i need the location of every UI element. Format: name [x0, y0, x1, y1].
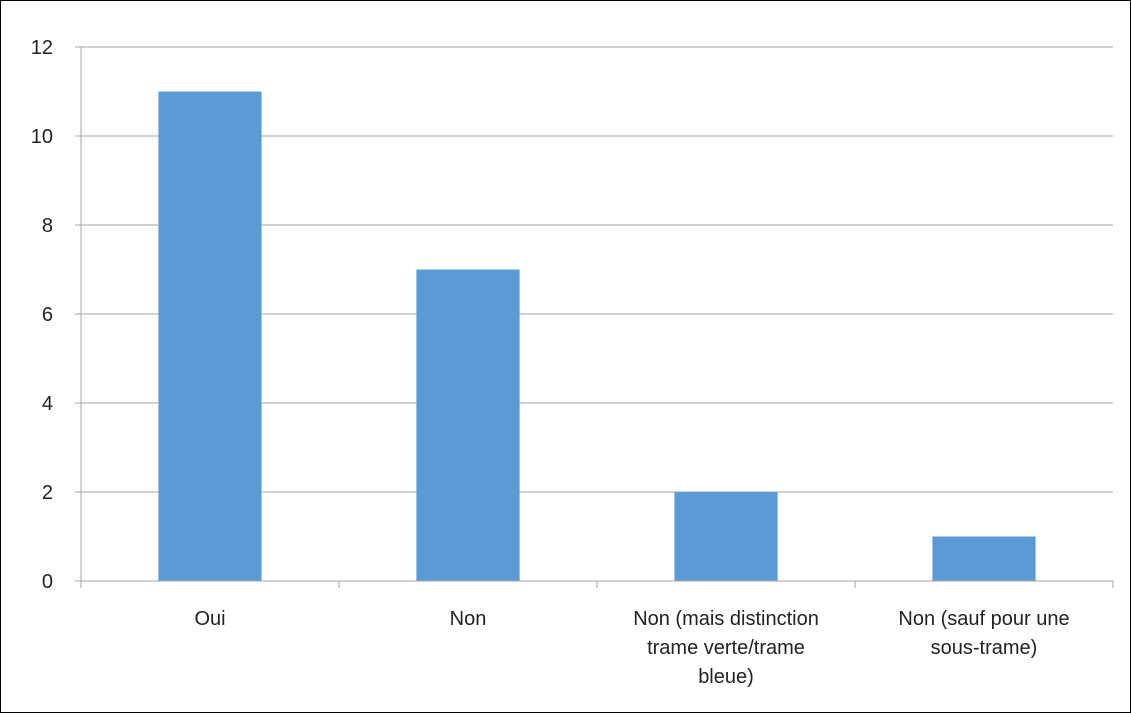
y-tick-label: 4 [42, 393, 53, 415]
category-label: Oui [194, 608, 225, 630]
category-labels: Oui Non Non (mais distinction trame verte/t… [194, 608, 1069, 688]
y-tick-label: 10 [31, 126, 53, 148]
bar [158, 91, 262, 581]
y-tick-label: 0 [42, 571, 53, 593]
bar [416, 269, 520, 581]
category-label: sous-trame) [931, 637, 1038, 659]
category-label: trame verte/trame [647, 637, 805, 659]
bars [158, 91, 1036, 581]
category-label: Non [450, 608, 487, 630]
bar [674, 492, 778, 581]
y-tick-label: 8 [42, 215, 53, 237]
category-label: Non (sauf pour une [898, 608, 1069, 630]
y-tick-label: 6 [42, 304, 53, 326]
category-label: Non (mais distinction [633, 608, 819, 630]
bar [932, 536, 1036, 581]
category-label: bleue) [698, 666, 754, 688]
y-tick-labels: 0 2 4 6 8 10 12 [31, 37, 53, 593]
y-tick-label: 12 [31, 37, 53, 59]
axes [75, 46, 1114, 588]
y-tick-label: 2 [42, 482, 53, 504]
